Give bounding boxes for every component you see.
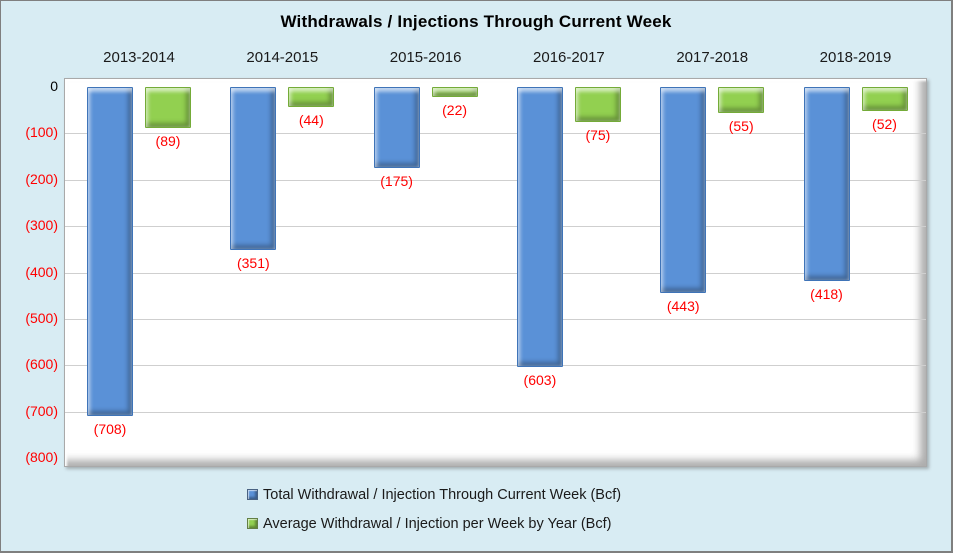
legend-swatch-average-icon [247,518,258,529]
y-tick-label: (700) [25,402,58,419]
bar-average-2016-2017 [574,87,621,122]
gridline [65,226,926,227]
y-tick-label: (400) [25,263,58,280]
x-category-label-2018-2019: 2018-2019 [819,49,892,66]
bar-total-2016-2017 [516,87,563,367]
value-label-average-2017-2018: (55) [728,118,754,134]
y-tick-label: (200) [25,170,58,187]
y-tick-label: (300) [25,217,58,234]
value-label-total-2015-2016: (175) [380,173,413,189]
gridline [65,133,926,134]
value-label-total-2018-2019: (418) [810,286,843,302]
bar-total-2017-2018 [660,87,707,293]
gridline [65,412,926,413]
bar-total-2015-2016 [373,87,420,168]
bar-average-2017-2018 [718,87,765,113]
legend: Total Withdrawal / Injection Through Cur… [247,480,621,538]
bar-total-2018-2019 [803,87,850,281]
x-category-label-2015-2016: 2015-2016 [389,49,462,66]
plot-area: (708) (351) (175) (603) (443) (418) (89) (44) (2… [64,78,927,467]
gridline [65,273,926,274]
value-label-average-2018-2019: (52) [872,116,897,132]
y-tick-label: (100) [25,124,58,141]
value-label-total-2016-2017: (603) [523,372,557,388]
value-label-total-2014-2015: (351) [236,255,270,271]
bar-average-2013-2014 [145,87,191,128]
legend-label-total: Total Withdrawal / Injection Through Cur… [263,486,622,503]
legend-label-average: Average Withdrawal / Injection per Week … [263,515,612,532]
bar-average-2015-2016 [431,87,478,97]
x-category-label-2014-2015: 2014-2015 [246,49,319,66]
value-label-average-2015-2016: (22) [442,102,468,118]
bar-average-2014-2015 [288,87,335,107]
bar-total-2014-2015 [230,87,277,250]
y-tick-label: (600) [25,356,58,373]
legend-swatch-total-icon [247,489,258,500]
x-category-label-2017-2018: 2017-2018 [676,49,749,66]
value-label-total-2013-2014: (708) [93,421,127,437]
gridline [65,319,926,320]
y-tick-label: 0 [50,78,58,94]
value-label-total-2017-2018: (443) [666,298,700,314]
y-tick-label: (500) [25,310,58,326]
x-category-label-2013-2014: 2013-2014 [103,49,175,66]
value-label-average-2016-2017: (75) [585,127,611,143]
legend-item-average: Average Withdrawal / Injection per Week … [247,509,621,538]
value-label-average-2014-2015: (44) [298,112,324,128]
plot-inner: (708) (351) (175) (603) (443) (418) (89) (44) (2… [65,87,926,458]
bar-average-2018-2019 [861,87,908,111]
chart-title: Withdrawals / Injections Through Current… [280,12,672,31]
bar-total-2013-2014 [87,87,133,416]
y-tick-label: (800) [25,449,58,466]
x-category-label-2016-2017: 2016-2017 [533,49,605,66]
gridline [65,180,926,181]
gridline [65,365,926,366]
legend-item-total: Total Withdrawal / Injection Through Cur… [247,480,621,509]
value-label-average-2013-2014: (89) [155,133,181,149]
